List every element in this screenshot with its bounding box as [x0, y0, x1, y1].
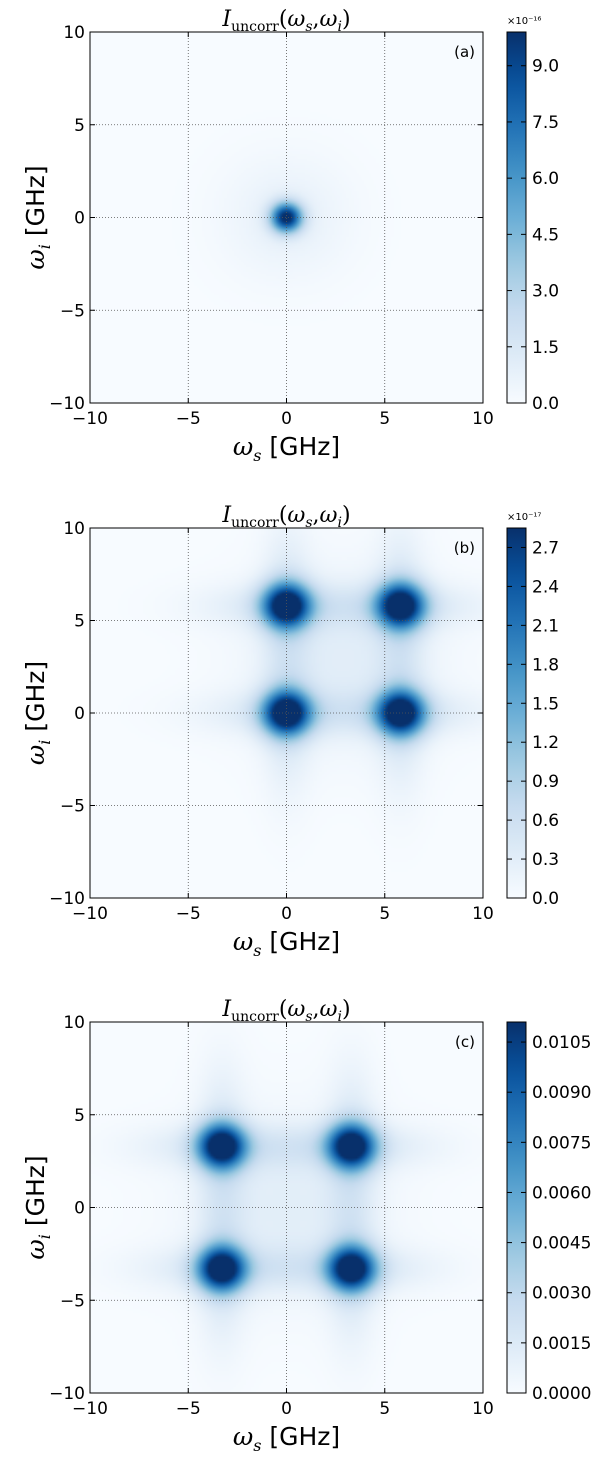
x-axis-label: ωs [GHz]: [233, 927, 340, 960]
colorbar-tick-label: 9.0: [532, 57, 559, 77]
panel-label: (c): [455, 1033, 475, 1051]
y-tick-label: −10: [49, 394, 85, 414]
y-tick-label: 10: [63, 519, 85, 539]
colorbar-tick-label: 0.0015: [532, 1334, 591, 1354]
colorbar-tick-label: 1.8: [532, 655, 559, 675]
colorbar-tick-label: 2.4: [532, 577, 559, 597]
y-tick-label: 0: [74, 1199, 85, 1219]
x-tick-label: −10: [72, 409, 108, 429]
colorbar-tick-label: 6.0: [532, 169, 559, 189]
panel-label: (a): [454, 43, 475, 61]
y-tick-label: 0: [74, 704, 85, 724]
y-axis-label: ωi [GHz]: [21, 165, 54, 269]
y-tick-label: −10: [49, 1384, 85, 1404]
chart-title: Iuncorr(ωs,ωi): [221, 503, 350, 531]
y-tick-label: 10: [63, 23, 85, 43]
colorbar: [506, 1021, 527, 1394]
colorbar-tick-label: 1.5: [532, 694, 559, 714]
x-tick-label: 0: [281, 904, 292, 924]
colorbar-tick-label: 0.3: [532, 850, 559, 870]
colorbar-tick-label: 0.0: [532, 889, 559, 909]
colorbar-tick-label: 0.0090: [532, 1083, 591, 1103]
x-tick-label: −10: [72, 1399, 108, 1419]
colorbar-tick-label: 0.0060: [532, 1183, 591, 1203]
y-axis-label: ωi [GHz]: [21, 1155, 54, 1259]
x-tick-label: 10: [472, 409, 494, 429]
y-tick-label: 5: [74, 612, 85, 632]
y-tick-label: −5: [60, 301, 85, 321]
colorbar-tick-label: 0.0075: [532, 1133, 591, 1153]
x-tick-label: 0: [281, 1399, 292, 1419]
colorbar-multiplier: ×10⁻¹⁷: [507, 512, 541, 523]
y-tick-label: 5: [74, 116, 85, 136]
colorbar-tick-label: 3.0: [532, 282, 559, 302]
y-tick-label: −10: [49, 889, 85, 909]
panel-label: (b): [454, 539, 475, 557]
y-tick-label: −5: [60, 1291, 85, 1311]
x-axis-label: ωs [GHz]: [233, 1422, 340, 1455]
x-tick-label: −5: [176, 409, 201, 429]
x-tick-label: 0: [281, 409, 292, 429]
chart-panel-a: −10−10 −5 −5 0 0 5 5 10 10 Iuncorr(ωs,ωi) (a) ωs [G…: [21, 7, 559, 465]
y-tick-label: 0: [74, 209, 85, 229]
y-tick-label: 5: [74, 1106, 85, 1126]
x-tick-label: 5: [379, 904, 390, 924]
colorbar-tick-label: 4.5: [532, 225, 559, 245]
x-tick-label: 10: [472, 904, 494, 924]
colorbar-tick-label: 1.2: [532, 733, 559, 753]
x-tick-label: −5: [176, 1399, 201, 1419]
colorbar-tick-label: 7.5: [532, 113, 559, 133]
heatmap-image: [90, 528, 483, 898]
colorbar-tick-label: 2.7: [532, 538, 559, 558]
chart-title: Iuncorr(ωs,ωi): [221, 997, 350, 1025]
chart-title: Iuncorr(ωs,ωi): [221, 7, 350, 35]
x-tick-label: 5: [379, 1399, 390, 1419]
x-axis-label: ωs [GHz]: [233, 432, 340, 465]
y-axis-label: ωi [GHz]: [21, 661, 54, 765]
colorbar-tick-label: 2.1: [532, 616, 559, 636]
colorbar-tick-label: 0.0105: [532, 1033, 591, 1053]
chart-panel-b: −10−10 −5 −5 0 0 5 5 10 10 Iuncorr(ωs,ωi) (b) ωs [G…: [21, 503, 559, 960]
y-tick-label: 10: [63, 1013, 85, 1033]
y-tick-label: −5: [60, 797, 85, 817]
colorbar-tick-label: 0.0045: [532, 1234, 591, 1254]
x-tick-label: −5: [176, 904, 201, 924]
colorbar-tick-label: 0.0030: [532, 1284, 591, 1304]
colorbar-tick-label: 0.0000: [532, 1384, 591, 1404]
colorbar-tick-label: 0.6: [532, 811, 559, 831]
colorbar-tick-label: 0.9: [532, 772, 559, 792]
colorbar-tick-label: 1.5: [532, 338, 559, 358]
x-tick-label: 5: [379, 409, 390, 429]
x-tick-label: −10: [72, 904, 108, 924]
colorbar: [506, 527, 527, 899]
colorbar-tick-label: 0.0: [532, 394, 559, 414]
colorbar-multiplier: ×10⁻¹⁶: [507, 16, 541, 27]
chart-panel-c: −10−10 −5 −5 0 0 5 5 10 10 Iuncorr(ωs,ωi) (c) ωs [G…: [21, 997, 591, 1455]
colorbar: [506, 31, 527, 404]
x-tick-label: 10: [472, 1399, 494, 1419]
